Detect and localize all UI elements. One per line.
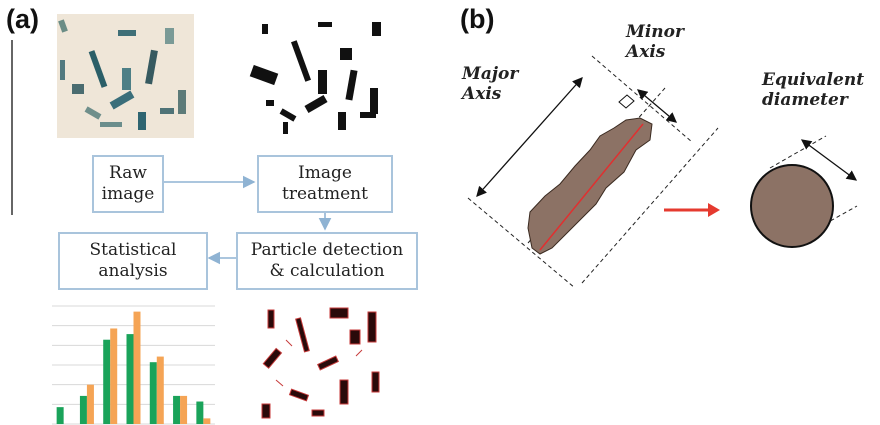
minor-axis-label: Minor Axis <box>626 22 684 62</box>
chart-bar <box>196 401 204 424</box>
chart-bar <box>126 334 134 424</box>
chart-bar <box>149 362 157 424</box>
chart-bar <box>180 395 188 424</box>
panel-b-diagram <box>467 55 858 289</box>
right-angle-marker <box>618 94 635 109</box>
particle-detection-box: Particle detection & calculation <box>236 232 418 290</box>
raw-image-box: Raw image <box>92 155 164 213</box>
equivalent-diameter-label: Equivalent diameter <box>762 70 865 110</box>
dashed-line <box>581 127 719 284</box>
major-axis-arrow <box>476 77 583 197</box>
panel-a-label: (a) <box>6 4 39 34</box>
flow-arrows <box>163 175 332 265</box>
chart-bar <box>103 339 111 424</box>
panel-b-label: (b) <box>460 4 495 34</box>
minor-axis-arrow <box>637 89 677 123</box>
particle-major-axis-line <box>539 123 644 251</box>
treated-image <box>249 14 392 138</box>
detected-particles-image <box>255 303 392 425</box>
histogram-chart <box>52 305 215 425</box>
major-axis-label: Major Axis <box>462 64 519 104</box>
chart-bar <box>156 356 164 424</box>
raw-image <box>57 14 194 138</box>
chart-bar <box>79 395 87 424</box>
chart-bar <box>173 395 181 424</box>
statistical-analysis-box: Statistical analysis <box>58 232 208 290</box>
image-treatment-box: Image treatment <box>257 155 393 213</box>
equivalent-circle <box>750 164 834 248</box>
chart-bar <box>203 418 211 424</box>
elongated-particle <box>527 117 653 255</box>
chart-bar <box>56 407 64 424</box>
chart-bar <box>86 384 94 424</box>
dashed-line <box>467 197 576 289</box>
equivalent-diameter-arrow <box>800 139 858 181</box>
dashed-line <box>769 135 827 169</box>
chart-bar <box>110 328 118 424</box>
chart-bar <box>133 311 141 424</box>
